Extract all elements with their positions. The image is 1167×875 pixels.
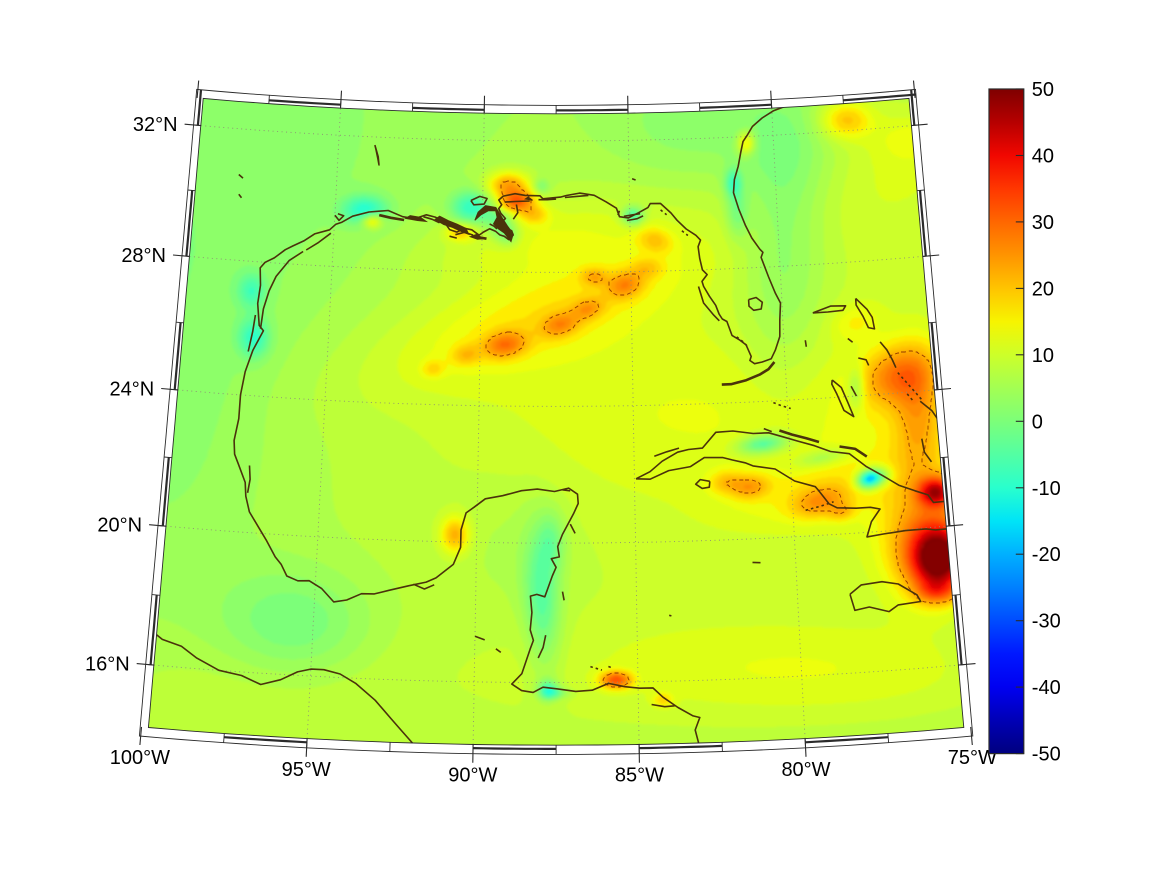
svg-text:-10: -10 — [1032, 478, 1061, 500]
svg-text:20: 20 — [1032, 278, 1054, 300]
svg-text:20°N: 20°N — [97, 515, 142, 537]
svg-text:24°N: 24°N — [110, 379, 155, 401]
svg-text:30: 30 — [1032, 212, 1054, 234]
svg-text:16°N: 16°N — [85, 654, 130, 676]
svg-text:85°W: 85°W — [615, 765, 664, 787]
svg-text:-40: -40 — [1032, 677, 1061, 699]
svg-text:80°W: 80°W — [781, 759, 830, 781]
svg-text:10: 10 — [1032, 345, 1054, 367]
svg-text:95°W: 95°W — [282, 759, 331, 781]
svg-text:-50: -50 — [1032, 744, 1061, 766]
svg-text:40: 40 — [1032, 146, 1054, 168]
svg-text:90°W: 90°W — [448, 765, 497, 787]
svg-text:-30: -30 — [1032, 611, 1061, 633]
svg-text:-20: -20 — [1032, 544, 1061, 566]
svg-text:28°N: 28°N — [121, 245, 166, 267]
svg-text:0: 0 — [1032, 411, 1043, 433]
svg-text:75°W: 75°W — [948, 747, 997, 769]
svg-text:100°W: 100°W — [110, 747, 170, 769]
svg-text:50: 50 — [1032, 79, 1054, 101]
svg-text:32°N: 32°N — [133, 114, 178, 136]
